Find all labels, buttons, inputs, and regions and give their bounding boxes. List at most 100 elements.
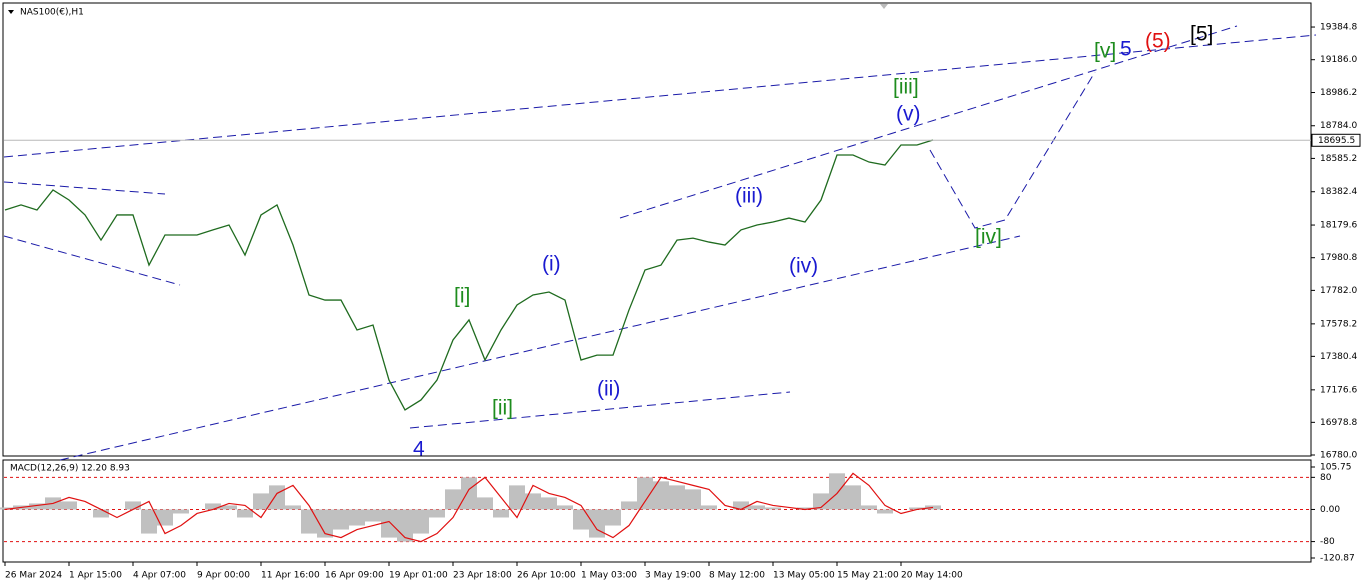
macd-bar (797, 507, 813, 510)
macd-bar (653, 481, 669, 510)
menu-arrow (8, 10, 14, 14)
x-tick-label: 19 Apr 01:00 (389, 571, 448, 581)
macd-bar (365, 509, 381, 522)
macd-bar (301, 509, 317, 534)
macd-bar (157, 509, 173, 526)
last-price-box (1311, 133, 1361, 147)
wave-label: (iii) (735, 185, 763, 208)
macd-bar (877, 509, 893, 514)
macd-bar (93, 509, 109, 518)
macd-bar (429, 509, 445, 518)
macd-bar (845, 485, 861, 510)
macd-bar (509, 485, 525, 510)
y-tick-label: 80 (1320, 473, 1332, 483)
last-price-label: 18695.5 (1318, 136, 1355, 146)
macd-bar (0, 507, 13, 510)
macd-bar (205, 503, 221, 510)
x-tick-label: 1 May 03:00 (581, 571, 637, 581)
macd-bar (477, 497, 493, 510)
wave-label: [iii] (893, 76, 919, 99)
wave-label: 5 (1120, 38, 1132, 61)
x-tick-label: 15 May 21:00 (837, 571, 899, 581)
macd-bar (269, 485, 285, 510)
wave-label: [5] (1190, 23, 1213, 46)
wave-label: (ii) (597, 378, 620, 401)
y-tick-label: 17578.2 (1320, 319, 1357, 329)
macd-bar (541, 497, 557, 510)
scroll-marker (880, 4, 888, 9)
macd-bar (61, 501, 77, 510)
macd-bar (733, 501, 749, 510)
y-tick-label: 17380.4 (1320, 352, 1357, 362)
y-tick-label: 19186.0 (1320, 55, 1357, 65)
price-frame (2, 2, 1312, 457)
macd-bar (381, 509, 397, 538)
x-tick-label: 4 Apr 07:00 (133, 571, 186, 581)
x-tick-label: 16 Apr 09:00 (325, 571, 384, 581)
macd-bar (525, 493, 541, 510)
y-tick-label: 18784.0 (1320, 121, 1357, 131)
wave-label: 4 (413, 438, 425, 461)
macd-bar (349, 509, 365, 526)
macd-bar (285, 505, 301, 510)
macd-bar (573, 509, 589, 530)
macd-bar (605, 509, 621, 526)
wave-label: (i) (542, 253, 561, 276)
macd-bar (253, 493, 269, 510)
x-tick-label: 26 Apr 10:00 (517, 571, 576, 581)
x-tick-label: 11 Apr 16:00 (261, 571, 320, 581)
macd-bar (173, 509, 189, 514)
price-line (4, 139, 934, 411)
signal-line (4, 472, 934, 543)
macd-bar (749, 505, 765, 510)
y-tick-label: 18179.6 (1320, 221, 1357, 231)
x-tick-label: 3 May 19:00 (645, 571, 701, 581)
macd-bar (493, 509, 509, 518)
y-tick-label: -120.87 (1320, 554, 1355, 564)
macd-bar (621, 501, 637, 510)
x-tick-label: 23 Apr 18:00 (453, 571, 512, 581)
macd-bar (861, 505, 877, 510)
y-tick-label: 18585.2 (1320, 154, 1357, 164)
y-tick-label: 19384.8 (1320, 23, 1357, 33)
macd-bar (829, 473, 845, 510)
wave-label: [i] (454, 285, 470, 308)
macd-bar (29, 503, 45, 510)
macd-frame (2, 459, 1312, 563)
wave-label: [ii] (492, 397, 513, 420)
macd-bar (317, 509, 333, 538)
macd-bar (413, 509, 429, 534)
chart-title: NAS100(€),H1 (20, 8, 84, 18)
macd-bar (701, 505, 717, 510)
macd-bar (637, 477, 653, 510)
x-tick-label: 20 May 14:00 (901, 571, 963, 581)
wave-label: [iv] (975, 226, 1002, 249)
x-tick-label: 13 May 05:00 (773, 571, 835, 581)
macd-bar (461, 477, 477, 510)
macd-bar (909, 507, 925, 510)
macd-bar (141, 509, 157, 534)
macd-bar (333, 509, 349, 530)
macd-bar (445, 489, 461, 510)
trend-lines (3, 25, 1317, 461)
x-tick-label: 9 Apr 00:00 (197, 571, 250, 581)
macd-bar (221, 505, 237, 510)
wave-label: (5) (1145, 30, 1171, 53)
y-tick-label: -80 (1320, 537, 1335, 547)
macd-title: MACD(12,26,9) 12.20 8.93 (10, 464, 130, 474)
x-tick-label: 8 May 12:00 (709, 571, 765, 581)
y-tick-label: 16978.8 (1320, 418, 1357, 428)
wave-label: (iv) (789, 255, 818, 278)
x-tick-label: 26 Mar 2024 (5, 571, 62, 581)
wave-label: [v] (1094, 40, 1116, 63)
macd-bar (237, 509, 253, 518)
y-tick-label: 17980.8 (1320, 253, 1357, 263)
macd-bar (589, 509, 605, 538)
y-tick-label: 17782.0 (1320, 286, 1357, 296)
y-tick-label: 105.75 (1320, 463, 1352, 473)
y-tick-label: 17176.6 (1320, 385, 1357, 395)
macd-bar (685, 489, 701, 510)
macd-bar (669, 485, 685, 510)
y-tick-label: 0.00 (1320, 505, 1340, 515)
